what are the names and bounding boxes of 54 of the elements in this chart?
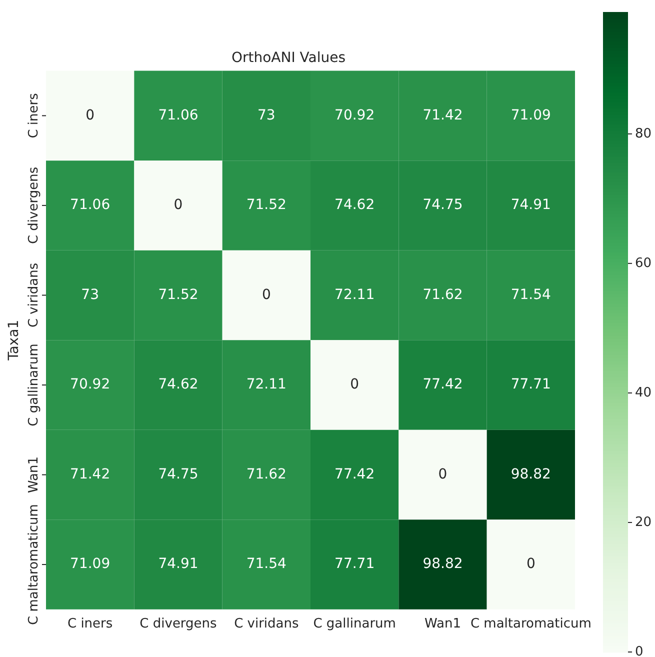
data-label: 0 [174,197,183,214]
chart-title: OrthoANI Values [231,50,346,66]
data-label: 0 [350,376,360,393]
y-tick-label: C iners [26,92,42,138]
data-label: 0 [526,556,536,572]
data-label: 72.11 [246,376,286,393]
data-label: 70.92 [334,107,375,124]
data-label: 71.62 [422,286,463,303]
data-label: 74.62 [158,376,198,393]
data-label: 71.09 [70,556,110,572]
data-label: 98.82 [510,466,551,482]
data-label: 77.42 [334,466,375,482]
data-label: 74.75 [422,197,463,214]
color-bar-label: 20 [635,514,652,530]
data-label: 71.62 [246,466,286,482]
color-bar-label: 40 [635,385,652,400]
data-label: 98.82 [422,556,463,572]
data-label: 0 [438,466,448,482]
x-tick-label: C iners [67,616,113,632]
data-label: 71.06 [70,197,110,214]
data-label: 77.42 [422,376,463,393]
data-label: 74.75 [158,466,198,482]
data-label: 72.11 [334,286,375,303]
x-tick-label: C viridans [234,616,299,632]
data-label: 71.54 [246,556,287,572]
x-tick-label: Wan1 [424,616,461,632]
data-label: 71.42 [422,107,463,124]
y-tick-label: C viridans [26,262,42,328]
data-label: 71.54 [510,286,552,303]
data-label: 71.52 [246,197,286,214]
data-label: 74.91 [158,556,198,572]
y-tick-label: C divergens [26,166,42,244]
data-label: 71.09 [510,107,551,124]
data-label: 71.06 [158,107,198,124]
color-bar-label: 0 [635,644,644,657]
data-label: 0 [86,107,95,124]
data-label: 0 [262,286,271,303]
y-tick-label: C gallinarum [26,344,42,426]
data-label: 73 [258,107,276,124]
data-label: 74.62 [334,197,375,214]
x-tick-label: C gallinarum [313,616,396,632]
color-bar-label: 80 [635,126,652,142]
data-label: 77.71 [510,376,551,393]
data-label: 74.91 [510,197,551,214]
x-tick-label: C divergens [140,616,218,632]
color-bar-label: 60 [635,256,652,271]
data-label: 73 [81,286,99,303]
y-tick-label: Wan1 [26,456,42,493]
data-label: 70.92 [70,376,110,393]
data-label: 71.42 [70,466,110,482]
y-axis-title: Taxa1 [6,320,22,362]
data-label: 71.52 [158,286,198,303]
data-label: 77.71 [334,556,375,572]
x-tick-label: C maltaromaticum [470,616,592,632]
